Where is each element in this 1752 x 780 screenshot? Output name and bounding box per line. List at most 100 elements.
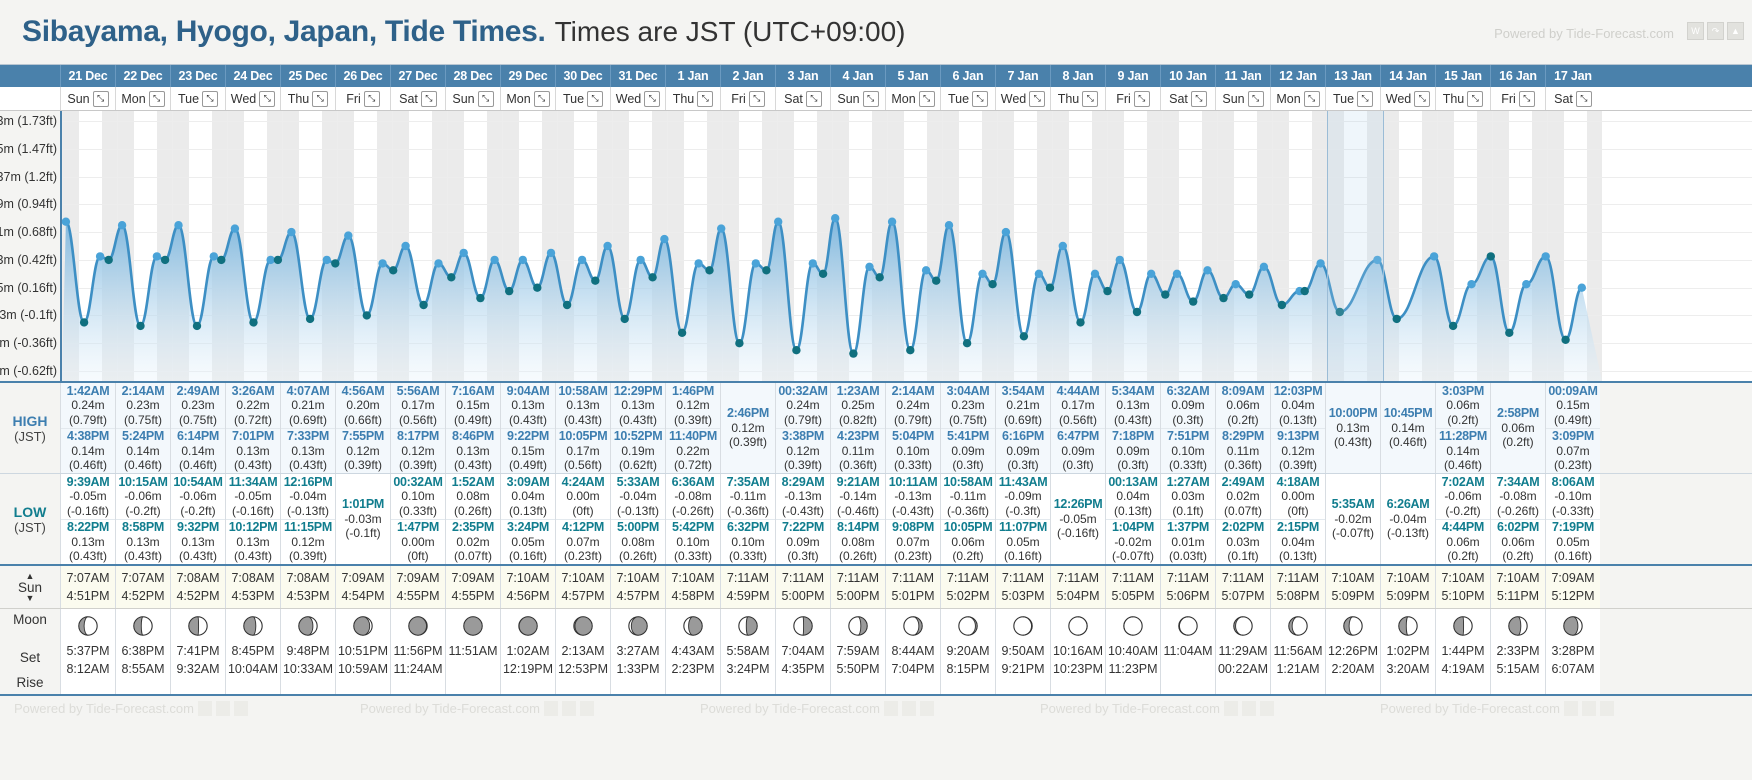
- expand-day-icon[interactable]: ⤡: [1467, 90, 1484, 107]
- tide-height-ft: (0.39ft): [288, 549, 327, 564]
- date-cell[interactable]: 25 Dec: [280, 65, 335, 87]
- high-tide-point: [1058, 241, 1067, 251]
- low-tide-point: [1486, 252, 1496, 261]
- moonset-time: 9:50AM: [1001, 644, 1045, 658]
- tide-time: 12:26PM: [1053, 497, 1103, 512]
- date-cell[interactable]: 14 Jan: [1380, 65, 1435, 87]
- date-cell[interactable]: 12 Jan: [1270, 65, 1325, 87]
- date-cell[interactable]: 8 Jan: [1050, 65, 1105, 87]
- expand-day-icon[interactable]: ⤡: [862, 90, 879, 107]
- tide-height-ft: (0.49ft): [453, 412, 492, 427]
- tide-height-ft: (0.2ft): [1227, 412, 1259, 427]
- expand-day-icon[interactable]: ⤡: [1357, 90, 1374, 107]
- expand-day-icon[interactable]: ⤡: [972, 90, 989, 107]
- expand-day-icon[interactable]: ⤡: [1518, 90, 1535, 107]
- tide-time: 7:55PM: [342, 429, 384, 444]
- expand-day-icon[interactable]: ⤡: [805, 90, 822, 107]
- expand-day-icon[interactable]: ⤡: [420, 90, 437, 107]
- tide-height-m: 0.10m: [896, 443, 930, 458]
- expand-day-icon[interactable]: ⤡: [1247, 90, 1264, 107]
- tide-time: 8:22PM: [67, 520, 109, 535]
- low-tide-point: [533, 283, 542, 292]
- date-cell[interactable]: 24 Dec: [225, 65, 280, 87]
- tide-event: 7:02AM -0.06m (-0.2ft): [1436, 474, 1490, 519]
- expand-day-icon[interactable]: ⤡: [587, 90, 604, 107]
- expand-day-icon[interactable]: ⤡: [1029, 90, 1046, 107]
- expand-day-icon[interactable]: ⤡: [477, 90, 494, 107]
- expand-day-icon[interactable]: ⤡: [202, 90, 219, 107]
- expand-day-icon[interactable]: ⤡: [697, 90, 714, 107]
- tide-time: 4:23PM: [837, 429, 879, 444]
- date-cell[interactable]: 5 Jan: [885, 65, 940, 87]
- high-tide-point: [1115, 255, 1125, 265]
- tide-time: 5:34AM: [1111, 383, 1155, 398]
- date-cell[interactable]: 16 Jan: [1490, 65, 1545, 87]
- expand-day-icon[interactable]: ⤡: [148, 90, 165, 107]
- tide-height-ft: (0.3ft): [1117, 458, 1149, 473]
- chart-plot-area[interactable]: [60, 111, 1752, 381]
- date-cell[interactable]: 21 Dec: [60, 65, 115, 87]
- tide-time: 9:04AM: [506, 383, 550, 398]
- tide-time: 7:18PM: [1112, 429, 1154, 444]
- refresh-icon-f1: [215, 701, 230, 716]
- high-tide-cell: 5:34AM 0.13m (0.43ft) 7:18PM 0.09m (0.3ft): [1105, 383, 1160, 473]
- expand-day-icon[interactable]: ⤡: [918, 90, 935, 107]
- date-cell[interactable]: 9 Jan: [1105, 65, 1160, 87]
- date-cell[interactable]: 4 Jan: [830, 65, 885, 87]
- expand-day-icon[interactable]: ⤡: [1575, 90, 1592, 107]
- expand-day-icon[interactable]: ⤡: [363, 90, 380, 107]
- sunset-time: 4:59PM: [726, 589, 770, 603]
- app-icon[interactable]: ▲: [1727, 22, 1744, 40]
- expand-day-icon[interactable]: ⤡: [1190, 90, 1207, 107]
- low-tide-point: [217, 255, 226, 265]
- date-cell[interactable]: 22 Dec: [115, 65, 170, 87]
- date-cell[interactable]: 26 Dec: [335, 65, 390, 87]
- date-cell[interactable]: 11 Jan: [1215, 65, 1270, 87]
- expand-day-icon[interactable]: ⤡: [92, 90, 109, 107]
- tide-height-m: 0.11m: [841, 443, 875, 458]
- tide-event: 1:27AM 0.03m (0.1ft): [1161, 474, 1215, 519]
- date-cell[interactable]: 29 Dec: [500, 65, 555, 87]
- expand-day-icon[interactable]: ⤡: [312, 90, 329, 107]
- date-cell[interactable]: 10 Jan: [1160, 65, 1215, 87]
- tide-height-m: -0.11m: [949, 489, 987, 504]
- date-cell[interactable]: 30 Dec: [555, 65, 610, 87]
- date-cell[interactable]: 2 Jan: [720, 65, 775, 87]
- date-cell[interactable]: 15 Jan: [1435, 65, 1490, 87]
- refresh-icon[interactable]: ↷: [1707, 22, 1724, 40]
- date-cell[interactable]: 28 Dec: [445, 65, 500, 87]
- date-cell[interactable]: 27 Dec: [390, 65, 445, 87]
- tide-height-ft: (0.69ft): [288, 412, 327, 427]
- expand-day-icon[interactable]: ⤡: [259, 90, 276, 107]
- date-cell[interactable]: 6 Jan: [940, 65, 995, 87]
- expand-day-icon[interactable]: ⤡: [533, 90, 550, 107]
- expand-day-icon[interactable]: ⤡: [1082, 90, 1099, 107]
- expand-day-icon[interactable]: ⤡: [644, 90, 661, 107]
- tide-event: 6:26AM -0.04m (-0.13ft): [1381, 474, 1435, 564]
- date-cell[interactable]: 17 Jan: [1545, 65, 1600, 87]
- expand-day-icon[interactable]: ⤡: [748, 90, 765, 107]
- expand-day-icon[interactable]: ⤡: [1414, 90, 1431, 107]
- tide-height-ft: (0.56ft): [398, 412, 437, 427]
- footer-powered-by-5: Powered by Tide-Forecast.com: [1380, 701, 1614, 716]
- expand-day-icon[interactable]: ⤡: [1303, 90, 1320, 107]
- tide-height-m: -0.05m: [69, 489, 107, 504]
- expand-day-icon[interactable]: ⤡: [1133, 90, 1150, 107]
- date-cell[interactable]: 13 Jan: [1325, 65, 1380, 87]
- date-cell[interactable]: 1 Jan: [665, 65, 720, 87]
- date-cell[interactable]: 3 Jan: [775, 65, 830, 87]
- header-powered-by: Powered by Tide-Forecast.com: [1494, 26, 1674, 41]
- low-tide-point: [677, 328, 687, 337]
- app-icon-f2: [579, 701, 594, 716]
- high-tide-point: [1001, 227, 1011, 237]
- tide-height-ft: (0.1ft): [1227, 549, 1259, 564]
- date-cell[interactable]: 31 Dec: [610, 65, 665, 87]
- tide-height-ft: (0.2ft): [1502, 549, 1534, 564]
- date-cell[interactable]: 7 Jan: [995, 65, 1050, 87]
- tide-height-ft: (0.3ft): [1062, 458, 1094, 473]
- date-cell[interactable]: 23 Dec: [170, 65, 225, 87]
- high-tide-point: [287, 227, 296, 237]
- tide-height-ft: (0.43ft): [563, 412, 602, 427]
- tide-time: 1:27AM: [1166, 474, 1210, 489]
- sunrise-time: 7:07AM: [121, 570, 165, 585]
